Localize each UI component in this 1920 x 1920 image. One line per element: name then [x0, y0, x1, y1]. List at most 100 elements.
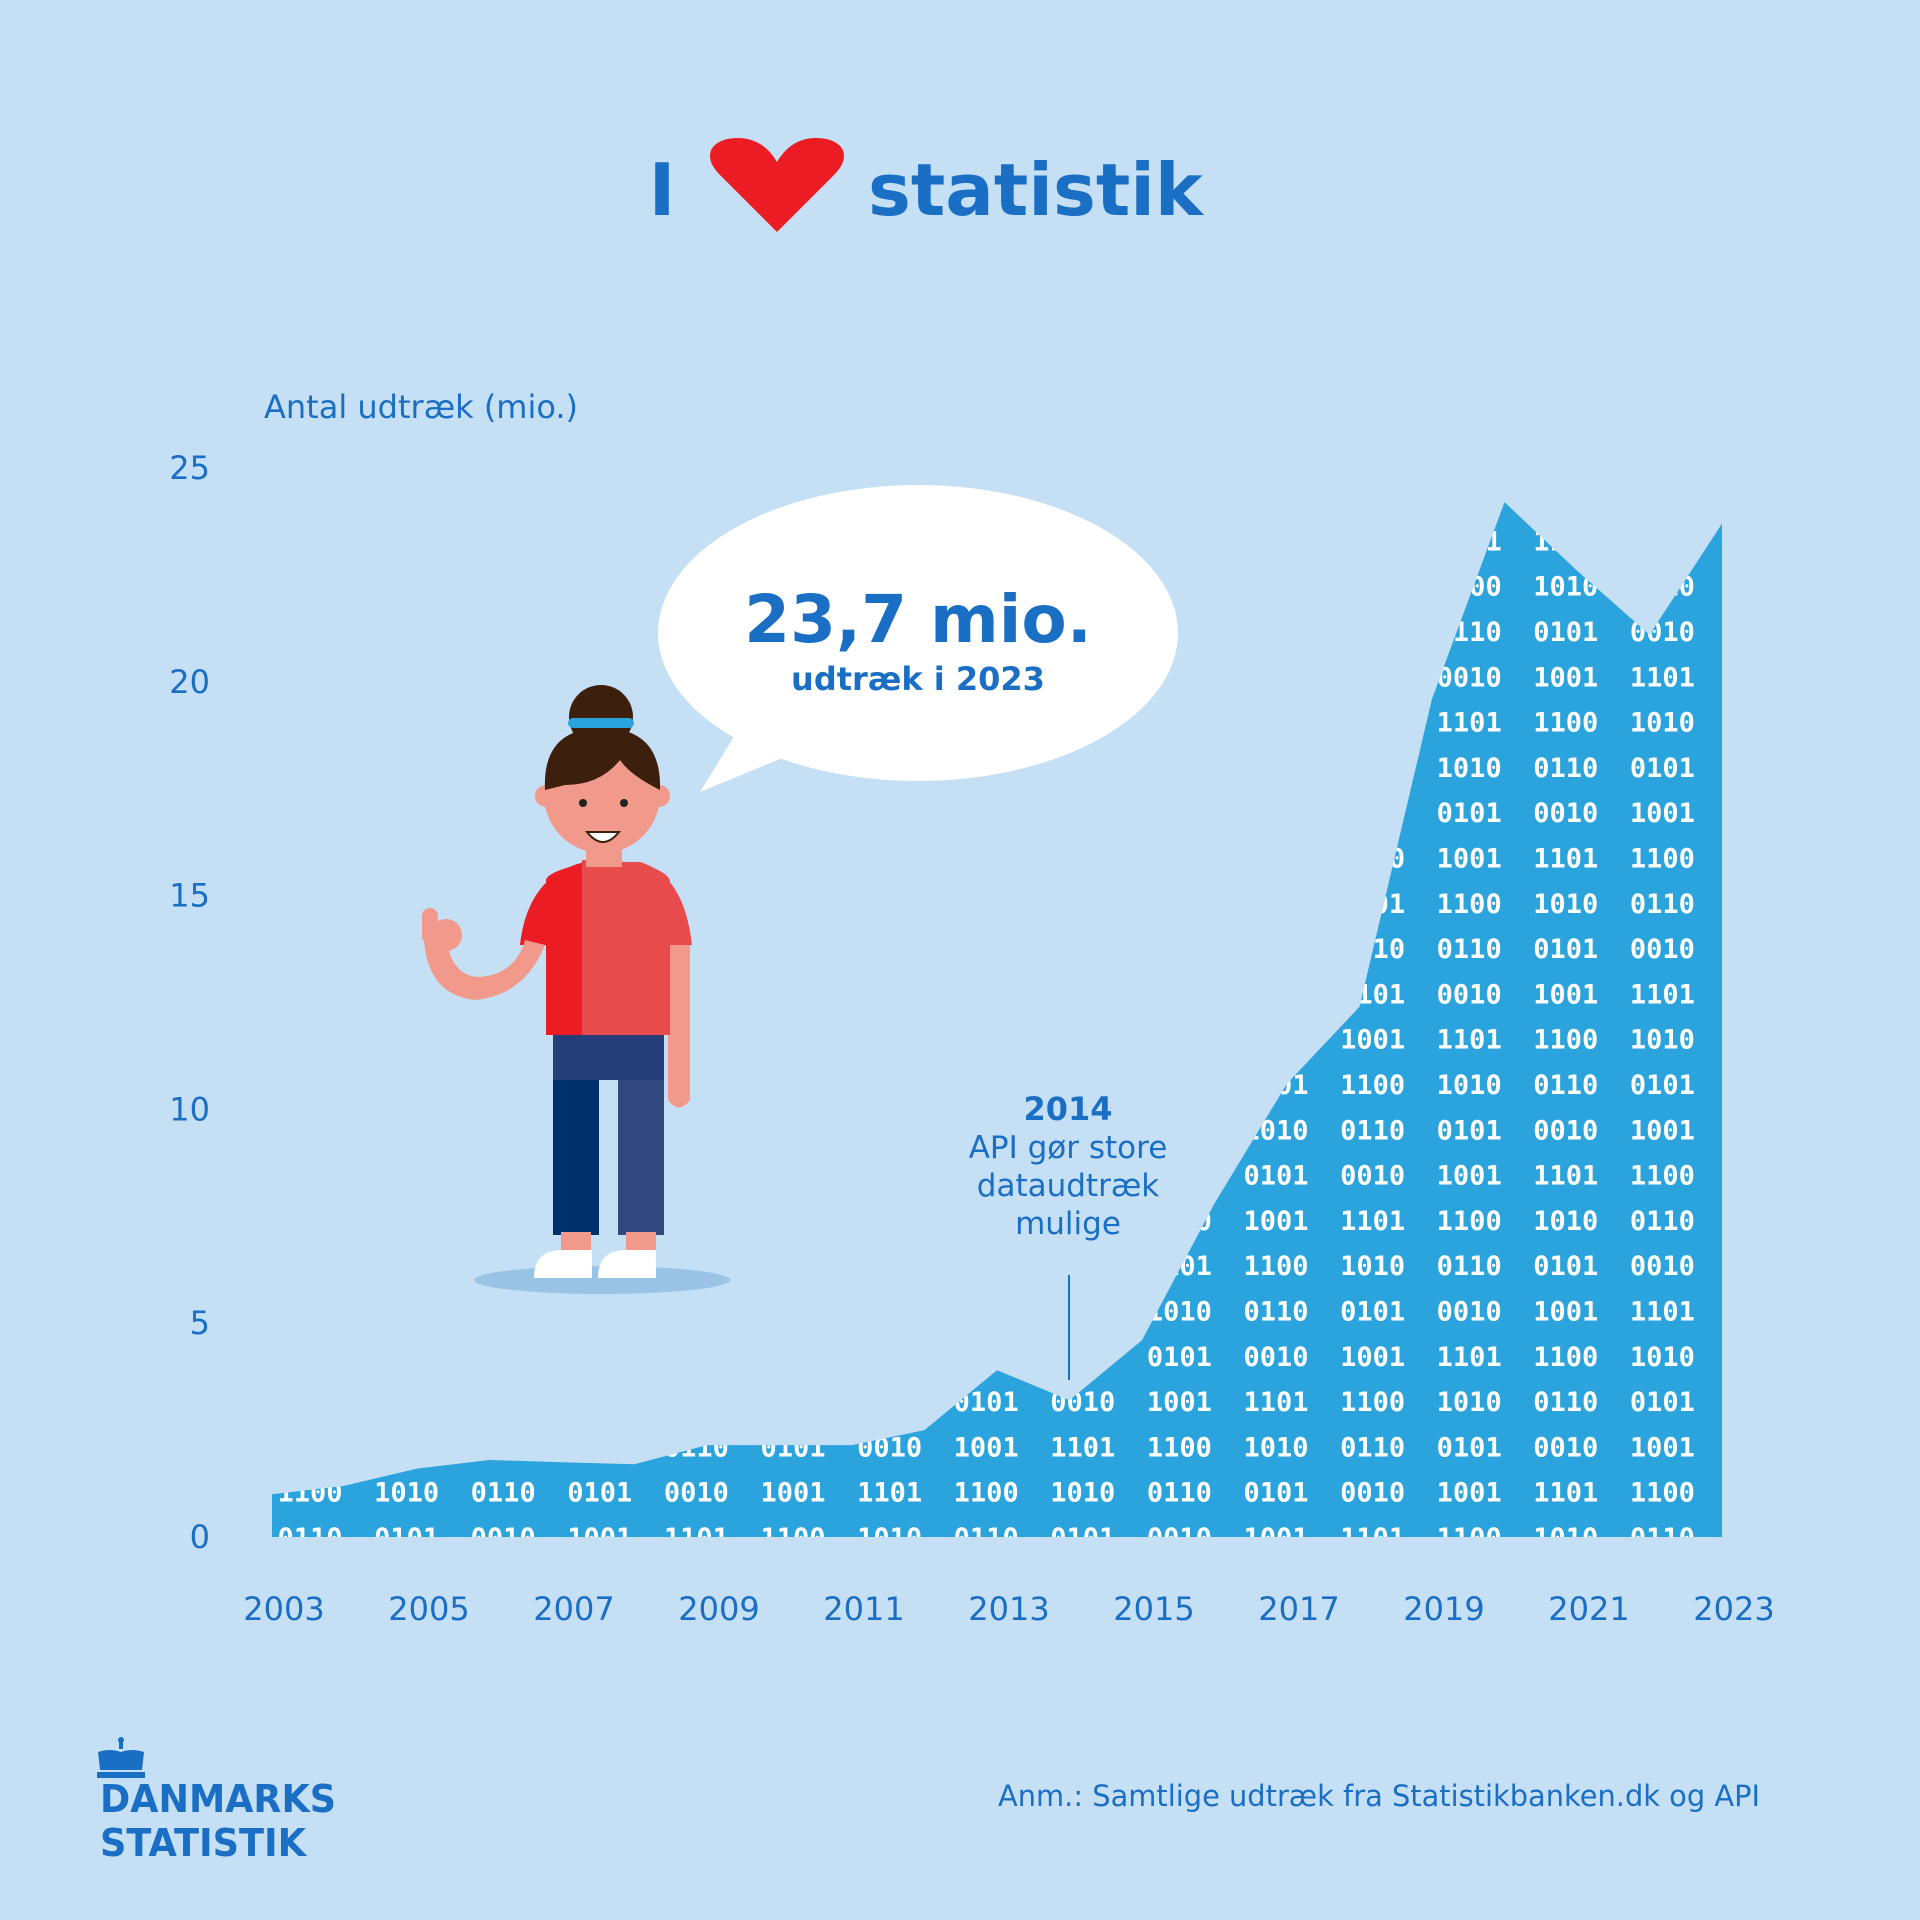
annotation-line-3: mulige — [1015, 1206, 1121, 1242]
binary-digit-label: 1001 — [1823, 436, 1888, 467]
binary-digit-label: 1001 — [567, 572, 632, 603]
binary-digit-label: 1001 — [1630, 481, 1695, 512]
binary-digit-label: 1100 — [857, 1342, 922, 1373]
binary-digit-label: 0101 — [277, 753, 342, 784]
binary-digit-label: 0110 — [1533, 436, 1598, 467]
binary-digit-label: 1001 — [1630, 1115, 1695, 1146]
binary-digit-label: 0110 — [1050, 1025, 1115, 1056]
x-tick-label: 2009 — [678, 1590, 759, 1628]
binary-digit-label: 0110 — [1437, 1251, 1502, 1282]
binary-digit-label: 0010 — [374, 1387, 439, 1418]
binary-digit-label: 0010 — [1533, 481, 1598, 512]
binary-digit-label: 1100 — [1726, 1297, 1791, 1328]
binary-digit-label: 0010 — [857, 1115, 922, 1146]
binary-digit-label: 1101 — [1726, 1432, 1791, 1463]
smile — [584, 831, 622, 843]
binary-digit-label: 1010 — [954, 391, 1019, 422]
binary-digit-label: 1001 — [1050, 1251, 1115, 1282]
binary-digit-label: 0010 — [760, 979, 825, 1010]
binary-digit-label: 1100 — [471, 1115, 536, 1146]
fist — [430, 919, 462, 951]
binary-digit-label: 1001 — [1533, 662, 1598, 693]
binary-digit-label: 1001 — [1340, 391, 1405, 422]
x-axis-ticks: 2003 2005 2007 2009 2011 2013 2015 2017 2019 2021… — [243, 1590, 1774, 1628]
binary-digit-label: 1100 — [277, 844, 342, 875]
annotation-line-2: dataudtræk — [977, 1168, 1159, 1204]
y-axis-ticks: 0 5 10 15 20 25 — [169, 449, 210, 1556]
binary-digit-label: 1001 — [1147, 1070, 1212, 1101]
binary-digit-label: 0010 — [1726, 1387, 1791, 1418]
binary-digit-label: 1010 — [1533, 1523, 1598, 1554]
binary-digit-label: 0110 — [1630, 1523, 1695, 1554]
binary-digit-label: 1101 — [1630, 662, 1695, 693]
binary-digit-label: 1010 — [1050, 844, 1115, 875]
binary-digit-label: 1010 — [1340, 617, 1405, 648]
title: I statistik — [649, 138, 1205, 232]
binary-digit-label: 1100 — [374, 979, 439, 1010]
binary-digit-label: 1010 — [1630, 391, 1695, 422]
binary-digit-label: 1001 — [471, 753, 536, 784]
y-tick-label: 0 — [190, 1518, 210, 1556]
binary-digit-label: 1010 — [1243, 798, 1308, 829]
hair — [544, 728, 661, 790]
binary-digit-label: 0101 — [1533, 617, 1598, 648]
binary-digit-label: 1010 — [760, 436, 825, 467]
binary-digit-label: 0101 — [760, 798, 825, 829]
binary-digit-label: 1001 — [277, 1115, 342, 1146]
binary-digit-label: 1001 — [954, 798, 1019, 829]
binary-digit-label: 1001 — [1823, 753, 1888, 784]
left-shoe — [534, 1250, 592, 1278]
binary-digit-label: 1101 — [760, 391, 825, 422]
binary-digit-label: 1100 — [374, 662, 439, 693]
binary-digit-label: 1010 — [1726, 526, 1791, 557]
binary-digit-label: 1101 — [760, 1342, 825, 1373]
x-tick-label: 2005 — [388, 1590, 469, 1628]
binary-digit-label: 1001 — [664, 391, 729, 422]
binary-digit-label: 0010 — [277, 934, 342, 965]
binary-digit-label: 1010 — [1726, 844, 1791, 875]
binary-digit-label: 0101 — [374, 1206, 439, 1237]
api-annotation: 2014 API gør store dataudtræk mulige — [969, 1090, 1167, 1380]
binary-digit-label: 0010 — [1243, 391, 1308, 422]
binary-digit-label: 1101 — [1243, 753, 1308, 784]
binary-digit-label: 1101 — [1243, 1387, 1308, 1418]
binary-digit-label: 0010 — [1726, 436, 1791, 467]
binary-digit-label: 1101 — [374, 798, 439, 829]
title-left: I — [649, 148, 676, 232]
binary-digit-label: 1101 — [277, 979, 342, 1010]
binary-digit-label: 0101 — [1437, 481, 1502, 512]
y-tick-label: 10 — [169, 1090, 210, 1128]
binary-digit-label: 0010 — [1050, 436, 1115, 467]
binary-digit-label: 1100 — [1437, 889, 1502, 920]
binary-digit-label: 0110 — [954, 1523, 1019, 1554]
binary-digit-label: 1001 — [1823, 1387, 1888, 1418]
binary-digit-label: 1100 — [1243, 934, 1308, 965]
binary-digit-label: 0110 — [1147, 1478, 1212, 1509]
binary-digit-label: 0101 — [1243, 1478, 1308, 1509]
binary-digit-label: 0101 — [1823, 1342, 1888, 1373]
binary-digit-label: 0101 — [664, 1297, 729, 1328]
binary-digit-label: 1100 — [1340, 1387, 1405, 1418]
binary-digit-label: 0110 — [1340, 1432, 1405, 1463]
binary-digit-label: 1100 — [1726, 662, 1791, 693]
binary-digit-label: 0101 — [954, 1070, 1019, 1101]
binary-digit-label: 1010 — [1533, 889, 1598, 920]
binary-digit-label: 1010 — [1630, 1025, 1695, 1056]
binary-digit-label: 0110 — [1340, 481, 1405, 512]
binary-digit-label: 0110 — [954, 1206, 1019, 1237]
binary-digit-label: 1101 — [277, 1297, 342, 1328]
binary-digit-label: 1010 — [277, 1025, 342, 1056]
binary-digit-label: 1001 — [1243, 889, 1308, 920]
binary-digit-label: 0110 — [1533, 1070, 1598, 1101]
binary-digit-label: 1010 — [1726, 1161, 1791, 1192]
binary-digit-label: 1101 — [954, 979, 1019, 1010]
binary-digit-label: 1001 — [374, 1251, 439, 1282]
binary-digit-label: 1010 — [471, 1297, 536, 1328]
binary-digit-label: 0010 — [1823, 572, 1888, 603]
binary-digit-label: 1100 — [664, 1387, 729, 1418]
binary-digit-label: 1100 — [1147, 1432, 1212, 1463]
binary-digit-label: 0101 — [374, 572, 439, 603]
binary-digit-label: 0101 — [567, 1478, 632, 1509]
binary-digit-label: 0110 — [857, 1070, 922, 1101]
